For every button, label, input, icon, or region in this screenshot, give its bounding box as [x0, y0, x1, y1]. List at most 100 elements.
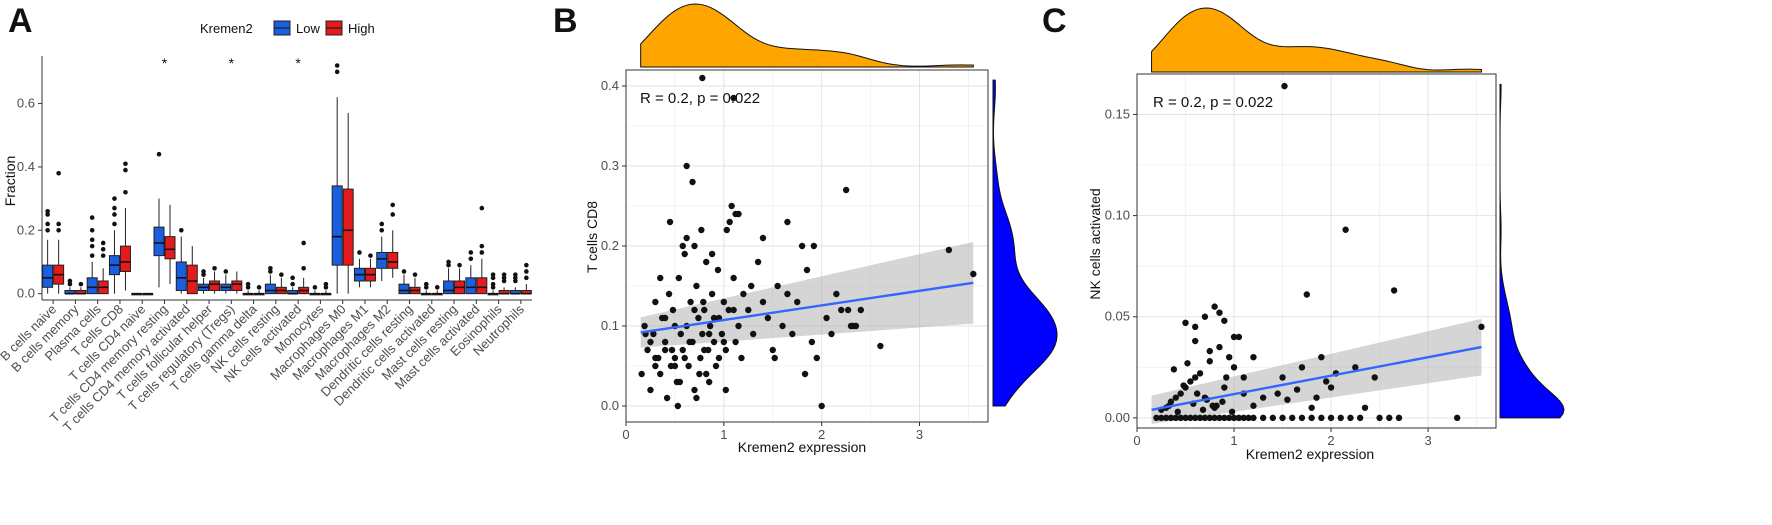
- data-point: [769, 346, 776, 354]
- significance-star: *: [295, 55, 301, 71]
- data-point: [706, 322, 714, 330]
- outlier-point: [423, 285, 429, 290]
- data-point: [710, 314, 718, 322]
- data-point: [1192, 337, 1199, 345]
- data-point: [1308, 404, 1315, 411]
- significance-star: *: [162, 55, 168, 71]
- data-point: [700, 298, 707, 306]
- data-point: [708, 250, 716, 258]
- data-point: [728, 202, 735, 210]
- data-point: [663, 394, 671, 402]
- data-point: [722, 346, 729, 354]
- box-high: [186, 264, 198, 295]
- regression-line: [1151, 345, 1482, 411]
- data-point: [1293, 386, 1301, 393]
- outlier-point: [290, 275, 295, 281]
- data-point: [1219, 398, 1226, 405]
- data-point: [774, 282, 781, 290]
- right-marginal-density: [1499, 83, 1565, 419]
- outlier-point: [334, 69, 340, 75]
- data-point: [764, 314, 772, 322]
- outlier-point: [45, 221, 50, 227]
- outlier-point: [100, 246, 106, 252]
- data-point: [1196, 370, 1204, 377]
- data-point: [1235, 414, 1243, 422]
- data-point: [730, 94, 737, 102]
- outlier-point: [479, 205, 485, 211]
- y-tick-label: 0.00: [1105, 410, 1130, 425]
- data-point: [708, 290, 716, 298]
- data-point: [1153, 414, 1160, 422]
- data-point: [842, 186, 850, 194]
- data-point: [1216, 343, 1223, 351]
- data-point: [1250, 402, 1257, 409]
- data-point: [1180, 382, 1187, 389]
- data-point: [693, 394, 700, 402]
- data-point: [779, 322, 786, 330]
- data-point: [661, 338, 669, 346]
- box-low: [175, 261, 187, 291]
- y-tick-label: 0.6: [17, 96, 35, 111]
- outlier-point: [423, 281, 429, 287]
- outlier-point: [112, 205, 117, 211]
- data-point: [1192, 414, 1199, 422]
- data-point: [1323, 378, 1330, 385]
- legend-label-high: High: [348, 21, 375, 36]
- data-point: [1390, 287, 1398, 294]
- data-point: [644, 346, 651, 354]
- box-low: [153, 226, 165, 257]
- outlier-point: [379, 227, 385, 233]
- data-point: [1201, 414, 1209, 422]
- scatter-panel-b: 0 1 2 3 0.0 0.1 0.2 0.3 0.4 R = 0.2, p = 0.022 Kr…: [584, 3, 1058, 455]
- x-tick-label: 2: [1327, 433, 1334, 448]
- outlier-point: [212, 266, 217, 271]
- y-tick-label: 0.2: [17, 222, 35, 237]
- outlier-point: [223, 269, 229, 274]
- x-tick-label: 2: [818, 427, 825, 442]
- outlier-point: [268, 266, 273, 271]
- data-point: [732, 210, 739, 218]
- data-point: [1206, 358, 1213, 365]
- data-point: [1170, 366, 1178, 373]
- data-point: [725, 306, 732, 314]
- data-point: [718, 330, 726, 338]
- data-point: [789, 330, 796, 338]
- data-point: [1361, 404, 1369, 411]
- data-point: [1386, 414, 1393, 422]
- plot-area: 0 1 2 3 0.00 0.05 0.10 0.15 R = 0.2, p = 0.022: [1105, 73, 1497, 448]
- outlier-point: [490, 285, 496, 290]
- top-marginal-density: [640, 3, 974, 68]
- data-point: [671, 354, 679, 362]
- outlier-point: [245, 285, 251, 290]
- outlier-point: [56, 227, 61, 233]
- data-point: [1158, 414, 1165, 422]
- data-point: [784, 218, 791, 226]
- outlier-point: [490, 281, 496, 287]
- outlier-point: [279, 272, 284, 277]
- data-point: [705, 378, 713, 386]
- outlier-point: [112, 221, 117, 227]
- data-point: [759, 298, 767, 306]
- data-point: [748, 282, 755, 290]
- data-point: [1182, 319, 1189, 327]
- data-point: [1240, 414, 1247, 422]
- outlier-point: [412, 272, 418, 277]
- outlier-point: [524, 275, 529, 281]
- boxes: [42, 63, 532, 296]
- outlier-point: [323, 281, 329, 287]
- data-point: [720, 298, 728, 306]
- data-point: [1289, 414, 1296, 422]
- data-point: [1313, 394, 1320, 401]
- right-marginal-density: [992, 79, 1058, 407]
- outlier-point: [446, 259, 451, 265]
- data-point: [1177, 414, 1184, 422]
- data-point: [693, 282, 700, 290]
- x-tick-label: 1: [1230, 433, 1237, 448]
- data-point: [1245, 414, 1252, 422]
- correlation-annotation: R = 0.2, p = 0.022: [640, 90, 760, 107]
- outlier-point: [201, 272, 206, 277]
- data-point: [1371, 374, 1378, 381]
- right-density-curve: [1499, 83, 1565, 419]
- data-point: [823, 314, 830, 322]
- outlier-point: [501, 278, 507, 284]
